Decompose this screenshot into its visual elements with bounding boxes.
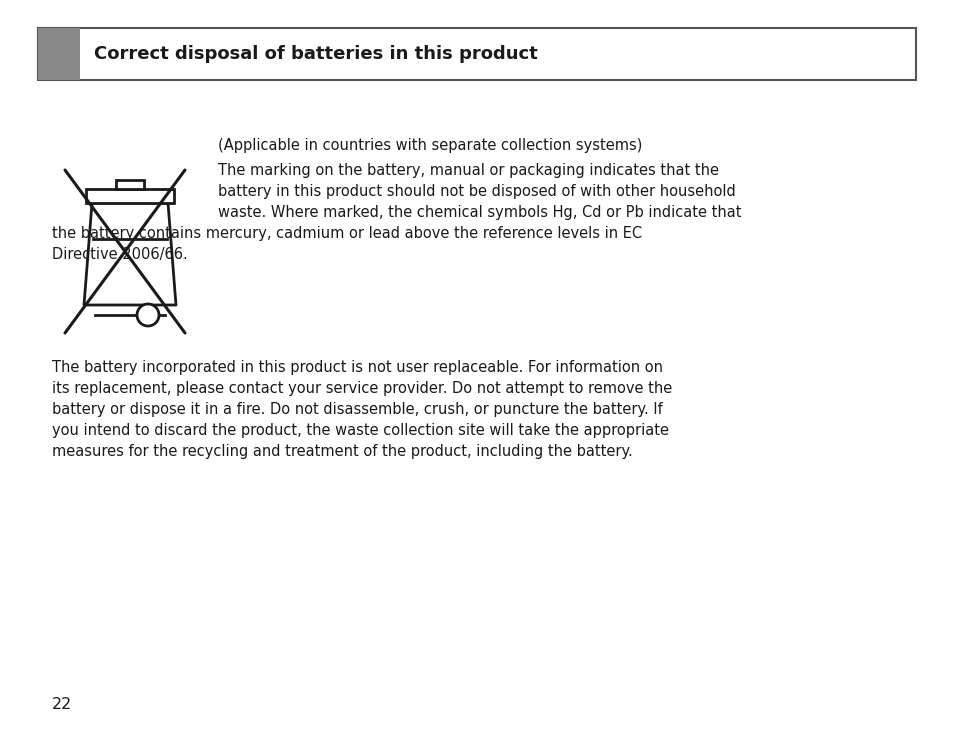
- Text: The marking on the battery, manual or packaging indicates that the: The marking on the battery, manual or pa…: [218, 163, 719, 178]
- Text: measures for the recycling and treatment of the product, including the battery.: measures for the recycling and treatment…: [52, 444, 632, 459]
- Text: its replacement, please contact your service provider. Do not attempt to remove : its replacement, please contact your ser…: [52, 381, 672, 396]
- Bar: [38, 28, 80, 80]
- Text: Directive 2006/66.: Directive 2006/66.: [52, 247, 188, 262]
- Text: waste. Where marked, the chemical symbols Hg, Cd or Pb indicate that: waste. Where marked, the chemical symbol…: [218, 205, 740, 220]
- Text: battery or dispose it in a fire. Do not disassemble, crush, or puncture the batt: battery or dispose it in a fire. Do not …: [52, 402, 662, 417]
- Text: Correct disposal of batteries in this product: Correct disposal of batteries in this pr…: [94, 45, 537, 63]
- Text: you intend to discard the product, the waste collection site will take the appro: you intend to discard the product, the w…: [52, 423, 668, 438]
- Text: battery in this product should not be disposed of with other household: battery in this product should not be di…: [218, 184, 735, 199]
- Text: the battery contains mercury, cadmium or lead above the reference levels in EC: the battery contains mercury, cadmium or…: [52, 226, 641, 241]
- Bar: [116, 180, 144, 189]
- Circle shape: [137, 304, 159, 326]
- Bar: [38, 28, 915, 80]
- Bar: [86, 189, 173, 203]
- Text: 22: 22: [52, 697, 72, 712]
- Text: (Applicable in countries with separate collection systems): (Applicable in countries with separate c…: [218, 138, 641, 153]
- Text: The battery incorporated in this product is not user replaceable. For informatio: The battery incorporated in this product…: [52, 360, 662, 375]
